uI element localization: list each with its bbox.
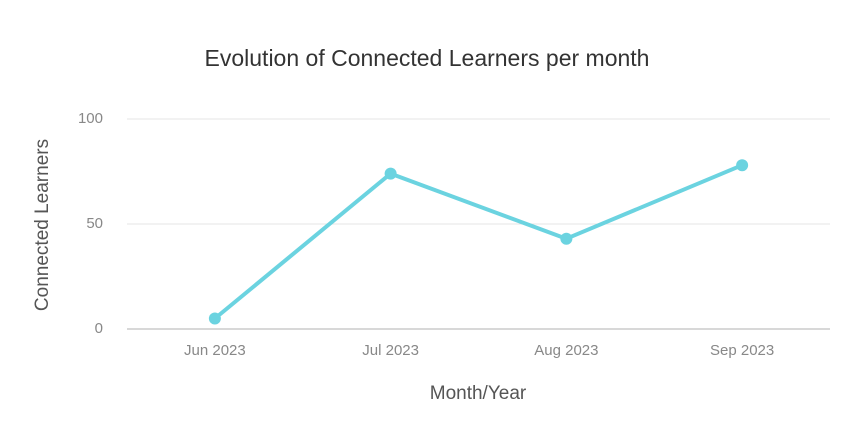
x-tick-label: Jul 2023 — [362, 342, 419, 359]
point — [384, 167, 397, 180]
point — [736, 159, 749, 172]
x-tick-label: Jun 2023 — [184, 342, 246, 359]
y-tick-label: 100 — [78, 110, 103, 127]
x-axis-label: Month/Year — [430, 383, 527, 404]
y-tick-label: 0 — [95, 320, 103, 337]
y-axis-label: Connected Learners — [32, 139, 53, 311]
y-tick-label: 50 — [86, 215, 103, 232]
x-tick-label: Sep 2023 — [710, 342, 774, 359]
line — [213, 163, 743, 321]
x-tick-label: Aug 2023 — [534, 342, 598, 359]
point — [208, 312, 221, 325]
point — [560, 232, 573, 245]
chart-title: Evolution of Connected Learners per mont… — [205, 45, 650, 71]
